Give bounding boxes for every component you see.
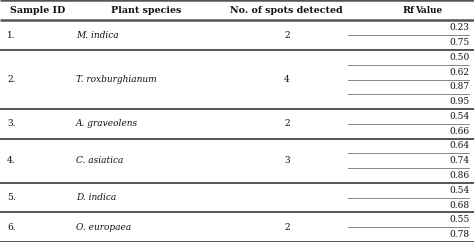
Text: Sample ID: Sample ID — [10, 6, 65, 15]
Text: 0.75: 0.75 — [449, 38, 469, 47]
Text: 0.50: 0.50 — [449, 53, 469, 62]
Text: 0.74: 0.74 — [449, 156, 469, 165]
Text: 0.87: 0.87 — [449, 83, 469, 91]
Text: D. indica: D. indica — [76, 193, 116, 202]
Text: M. indica: M. indica — [76, 31, 118, 40]
Text: 3: 3 — [284, 156, 290, 165]
Text: 2: 2 — [284, 223, 290, 232]
Text: 0.78: 0.78 — [449, 230, 469, 239]
Text: 0.62: 0.62 — [449, 68, 469, 77]
Text: No. of spots detected: No. of spots detected — [230, 6, 343, 15]
Text: 0.64: 0.64 — [449, 142, 469, 151]
Text: 0.54: 0.54 — [449, 112, 469, 121]
Text: 0.66: 0.66 — [449, 127, 469, 136]
Text: O. europaea: O. europaea — [76, 223, 131, 232]
Text: 0.54: 0.54 — [449, 186, 469, 195]
Text: 4: 4 — [284, 75, 290, 84]
Text: 0.86: 0.86 — [449, 171, 469, 180]
Text: Value: Value — [415, 6, 442, 15]
Text: 1.: 1. — [7, 31, 16, 40]
Text: Plant species: Plant species — [110, 6, 181, 15]
Text: 0.23: 0.23 — [449, 23, 469, 32]
Text: 0.68: 0.68 — [449, 201, 469, 210]
Text: Rf: Rf — [403, 6, 415, 15]
Text: C. asiatica: C. asiatica — [76, 156, 123, 165]
Text: 6.: 6. — [7, 223, 16, 232]
Text: 2: 2 — [284, 31, 290, 40]
Text: T. roxburghianum: T. roxburghianum — [76, 75, 156, 84]
Text: 0.95: 0.95 — [449, 97, 469, 106]
Text: 4.: 4. — [7, 156, 16, 165]
Text: 5.: 5. — [7, 193, 16, 202]
Text: 2.: 2. — [7, 75, 16, 84]
Text: 0.55: 0.55 — [449, 215, 469, 224]
Text: 2: 2 — [284, 119, 290, 128]
Text: A. graveolens: A. graveolens — [76, 119, 138, 128]
Text: 3.: 3. — [7, 119, 16, 128]
